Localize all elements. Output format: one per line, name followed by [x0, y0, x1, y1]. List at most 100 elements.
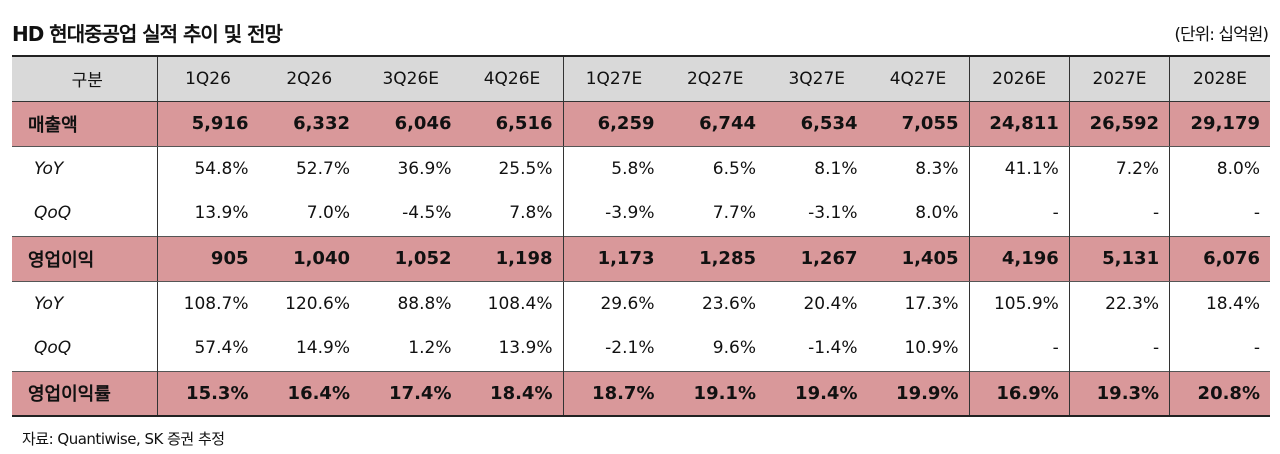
cell: 7,055	[867, 100, 969, 147]
table-row: 영업이익 905 1,040 1,052 1,198 1,173 1,285 1,267 1,4…	[12, 235, 1270, 282]
row-label: 영업이익률	[12, 370, 157, 417]
cell: 36.9%	[397, 158, 452, 179]
cell: 8.1%	[814, 158, 858, 179]
cell: -4.5%	[402, 203, 452, 224]
cell: 54.8%	[156, 146, 259, 191]
cell: 26,592	[1068, 100, 1170, 147]
cell: -	[968, 191, 1070, 236]
cell: 20.8%	[1169, 370, 1270, 417]
cell: 19.9%	[867, 370, 969, 417]
cell: 6,516	[461, 100, 563, 147]
cell: 41.1%	[968, 146, 1070, 191]
cell: 108.7%	[156, 281, 259, 326]
cell: 7.7%	[712, 203, 756, 224]
cell: 1,405	[867, 235, 969, 282]
cell: -	[1169, 191, 1270, 236]
cell: 6,259	[562, 100, 665, 147]
cell: -3.9%	[562, 191, 665, 236]
cell: 1,198	[461, 235, 563, 282]
cell: 1,285	[664, 235, 766, 282]
table-row: YoY 54.8% 52.7% 36.9% 25.5% 5.8% 6.5% 8.1% 8.3% 4…	[12, 146, 1270, 191]
cell: 88.8%	[397, 293, 452, 314]
cell: 57.4%	[156, 326, 259, 371]
column-header: 2Q27E	[664, 56, 766, 102]
cell: 1,040	[258, 235, 360, 282]
cell: 13.9%	[156, 191, 259, 236]
cell: 5,916	[156, 100, 259, 147]
cell: 10.9%	[904, 338, 959, 359]
cell: 15.3%	[156, 370, 259, 417]
table-row: QoQ 57.4% 14.9% 1.2% 13.9% -2.1% 9.6% -1.4% 10.9…	[12, 326, 1270, 371]
cell: -	[1068, 191, 1170, 236]
cell: 22.3%	[1068, 281, 1170, 326]
cell: 6.5%	[712, 158, 756, 179]
cell: 17.4%	[360, 370, 462, 417]
cell: 16.4%	[258, 370, 360, 417]
cell: 19.1%	[664, 370, 766, 417]
column-header: 4Q26E	[461, 56, 563, 102]
row-label: YoY	[34, 158, 64, 179]
unit: (단위: 십억원)	[1174, 25, 1269, 45]
cell: 17.3%	[904, 293, 959, 314]
cell: 5,131	[1068, 235, 1170, 282]
column-header: 2026E	[968, 56, 1070, 102]
cell: 6,076	[1169, 235, 1270, 282]
cell: 120.6%	[285, 293, 350, 314]
cell: -1.4%	[808, 338, 858, 359]
cell: 25.5%	[498, 158, 553, 179]
column-header: 1Q27E	[562, 56, 665, 102]
cell: 4,196	[968, 235, 1070, 282]
cell: 52.7%	[295, 158, 350, 179]
cell: 105.9%	[968, 281, 1070, 326]
cell: 23.6%	[701, 293, 756, 314]
row-label: QoQ	[34, 203, 72, 224]
column-header: 2027E	[1068, 56, 1170, 102]
cell: -3.1%	[808, 203, 858, 224]
table-row: QoQ 13.9% 7.0% -4.5% 7.8% -3.9% 7.7% -3.1% 8.0% -…	[12, 191, 1270, 236]
cell: 20.4%	[803, 293, 858, 314]
cell: 7.0%	[306, 203, 350, 224]
cell: 24,811	[968, 100, 1070, 147]
cell: 13.9%	[498, 338, 553, 359]
cell: 7.2%	[1068, 146, 1170, 191]
cell: 18.7%	[562, 370, 665, 417]
row-label: QoQ	[34, 338, 72, 359]
cell: 14.9%	[295, 338, 350, 359]
cell: 19.4%	[766, 370, 868, 417]
cell: 8.0%	[915, 203, 959, 224]
table: 구분 1Q26 2Q26 3Q26E 4Q26E 1Q27E 2Q27E 3Q27E 4Q27E…	[12, 55, 1270, 417]
cell: 1,173	[562, 235, 665, 282]
cell: 108.4%	[487, 293, 553, 314]
column-header: 4Q27E	[867, 56, 969, 102]
column-header: 3Q26E	[360, 56, 462, 102]
cell: 5.8%	[562, 146, 665, 191]
cell: 16.9%	[968, 370, 1070, 417]
cell: 6,534	[766, 100, 868, 147]
cell: 18.4%	[461, 370, 563, 417]
cell: 8.0%	[1169, 146, 1270, 191]
cell: 1.2%	[408, 338, 452, 359]
row-label: 매출액	[12, 100, 157, 147]
table-row: YoY 108.7% 120.6% 88.8% 108.4% 29.6% 23.6% 20.4…	[12, 281, 1270, 326]
header-row: 구분 1Q26 2Q26 3Q26E 4Q26E 1Q27E 2Q27E 3Q27E 4Q27E…	[12, 56, 1270, 102]
cell: 29,179	[1169, 100, 1270, 147]
cell: 1,267	[766, 235, 868, 282]
cell: 6,046	[360, 100, 462, 147]
title: HD 현대중공업 실적 추이 및 전망	[12, 22, 283, 46]
cell: -	[1068, 326, 1170, 371]
source: 자료: Quantiwise, SK 증권 추정	[22, 430, 225, 448]
cell: -	[968, 326, 1070, 371]
column-header: 1Q26	[156, 56, 259, 102]
column-header: 2Q26	[258, 56, 360, 102]
row-label: 영업이익	[12, 235, 157, 282]
cell: 7.8%	[509, 203, 553, 224]
cell: -	[1169, 326, 1270, 371]
table-row: 영업이익률 15.3% 16.4% 17.4% 18.4% 18.7% 19.1% 19.4%…	[12, 370, 1270, 417]
cell: 6,744	[664, 100, 766, 147]
column-header: 2028E	[1169, 56, 1270, 102]
row-label: YoY	[34, 293, 64, 314]
cell: -2.1%	[562, 326, 665, 371]
cell: 905	[156, 235, 259, 282]
cell: 6,332	[258, 100, 360, 147]
